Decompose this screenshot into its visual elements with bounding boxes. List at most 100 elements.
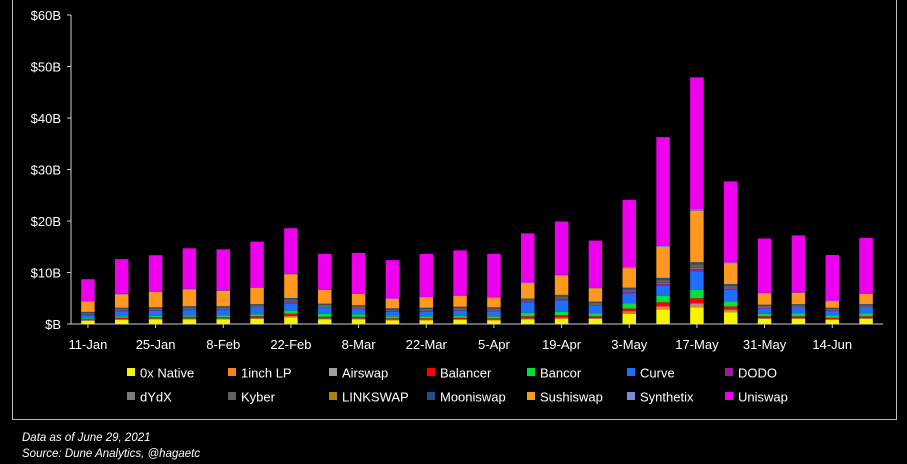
bar-segment-kyber (453, 308, 467, 310)
bar-segment-curve (521, 302, 535, 313)
bar-segment-uniswap (757, 238, 772, 293)
bar-segment-dydx (724, 287, 738, 289)
bar-segment-airswap (487, 319, 501, 320)
bar-segment-curve (757, 308, 772, 314)
bar-segment-kyber (419, 309, 433, 311)
y-tick-label: $40B (31, 111, 61, 126)
bar-segment-dydx (453, 309, 467, 311)
bar-segment-1inch-lp (825, 319, 839, 320)
bar-segment-dydx (115, 310, 129, 311)
bar-segment-dodo (216, 309, 230, 311)
x-tick-label: 25-Jan (136, 337, 176, 352)
bar-segment-balancer (385, 318, 400, 320)
bar-segment-curve (419, 311, 433, 317)
bar-segment-dydx (859, 307, 873, 308)
bar-segment-0x-native (318, 319, 332, 324)
bar-segment-bancor (182, 315, 197, 317)
bar-segment-synthetix (453, 295, 467, 296)
bar-segment-mooniswap (351, 305, 366, 307)
bar-segment-dodo (284, 302, 298, 304)
bar-segment-sushiswap (757, 293, 772, 305)
bar-segment-1inch-lp (419, 319, 433, 321)
bar-segment-dydx (521, 301, 535, 302)
bar-segment-0x-native (724, 312, 738, 324)
bar-segment-balancer (216, 317, 230, 319)
bar-segment-bancor (859, 313, 873, 317)
bar-segment-0x-native (453, 319, 467, 324)
bar-segment-uniswap (419, 253, 433, 297)
bar-segment-curve (351, 309, 366, 315)
bar-segment-dodo (825, 310, 839, 312)
bar-segment-sushiswap (81, 301, 95, 312)
bar-segment-bancor (81, 318, 95, 320)
bar-segment-balancer (757, 316, 772, 318)
bar-segment-kyber (690, 264, 704, 268)
bar-segment-0x-native (487, 320, 501, 324)
bar-segment-sushiswap (724, 263, 738, 285)
legend-label: Curve (640, 366, 675, 381)
bar-segment-sushiswap (791, 292, 806, 305)
bar-segment-bancor (385, 316, 400, 319)
bar-segment-sushiswap (148, 291, 163, 308)
bar-segment-balancer (453, 317, 467, 319)
x-tick-label: 17-May (675, 337, 719, 352)
bar-segment-dydx (419, 310, 433, 312)
bar-segment-airswap (351, 318, 366, 319)
bar-segment-1inch-lp (385, 319, 400, 321)
y-tick-label: $60B (31, 8, 61, 23)
bar-segment-0x-native (791, 318, 806, 324)
bar-segment-synthetix (182, 288, 197, 290)
bar-segment-uniswap (250, 241, 264, 288)
bar-segment-mooniswap (724, 284, 738, 286)
bar-segment-1inch-lp (318, 318, 332, 320)
legend-label: Uniswap (738, 390, 788, 405)
bar-segment-mooniswap (521, 298, 535, 300)
bar-segment-0x-native (216, 319, 230, 324)
bar-segment-balancer (622, 308, 636, 312)
bar-segment-balancer (81, 319, 95, 320)
bar-segment-uniswap (690, 77, 704, 210)
bar-segment-dodo (419, 311, 433, 312)
legend-swatch (329, 392, 337, 400)
bar-segment-uniswap (284, 228, 298, 274)
bar-segment-airswap (825, 318, 839, 320)
bar-segment-airswap (656, 306, 670, 308)
legend-label: 0x Native (140, 366, 194, 381)
bar-segment-airswap (115, 318, 129, 320)
bar-segment-balancer (791, 316, 806, 318)
bar-segment-dodo (453, 310, 467, 311)
bar-segment-mooniswap (825, 307, 839, 309)
bar-segment-curve (791, 308, 806, 314)
bar-segment-dodo (521, 301, 535, 303)
bar-segment-synthetix (656, 245, 670, 248)
legend-label: Airswap (342, 366, 388, 381)
bar-segment-sushiswap (419, 297, 433, 308)
bar-segment-airswap (453, 318, 467, 320)
x-tick-label: 19-Apr (542, 337, 582, 352)
bar-segment-1inch-lp (791, 318, 806, 319)
bar-segment-0x-native (419, 320, 433, 324)
bar-segment-dydx (554, 298, 569, 300)
bar-segment-1inch-lp (250, 318, 264, 319)
bar-segment-0x-native (656, 309, 670, 324)
bar-segment-0x-native (757, 318, 772, 324)
bar-segment-uniswap (81, 279, 95, 302)
bar-segment-synthetix (554, 274, 569, 276)
legend-label: LINKSWAP (342, 390, 409, 405)
x-tick-label: 3-May (611, 337, 648, 352)
bar-segment-curve (487, 311, 501, 317)
bar-segment-airswap (757, 317, 772, 319)
bar-segment-curve (588, 305, 603, 314)
bar-segment-uniswap (588, 240, 603, 288)
bar-segment-airswap (182, 318, 197, 319)
x-tick-label: 11-Jan (69, 337, 108, 352)
bar-segment-curve (453, 310, 467, 316)
bar-segment-mooniswap (216, 306, 230, 308)
bar-segment-uniswap (791, 235, 806, 293)
bar-segment-airswap (385, 319, 400, 320)
bar-segment-bancor (216, 315, 230, 318)
bar-segment-dodo (757, 308, 772, 309)
bar-segment-dodo (487, 310, 501, 312)
bar-segment-bancor (284, 310, 298, 314)
bar-segment-uniswap (521, 233, 535, 283)
